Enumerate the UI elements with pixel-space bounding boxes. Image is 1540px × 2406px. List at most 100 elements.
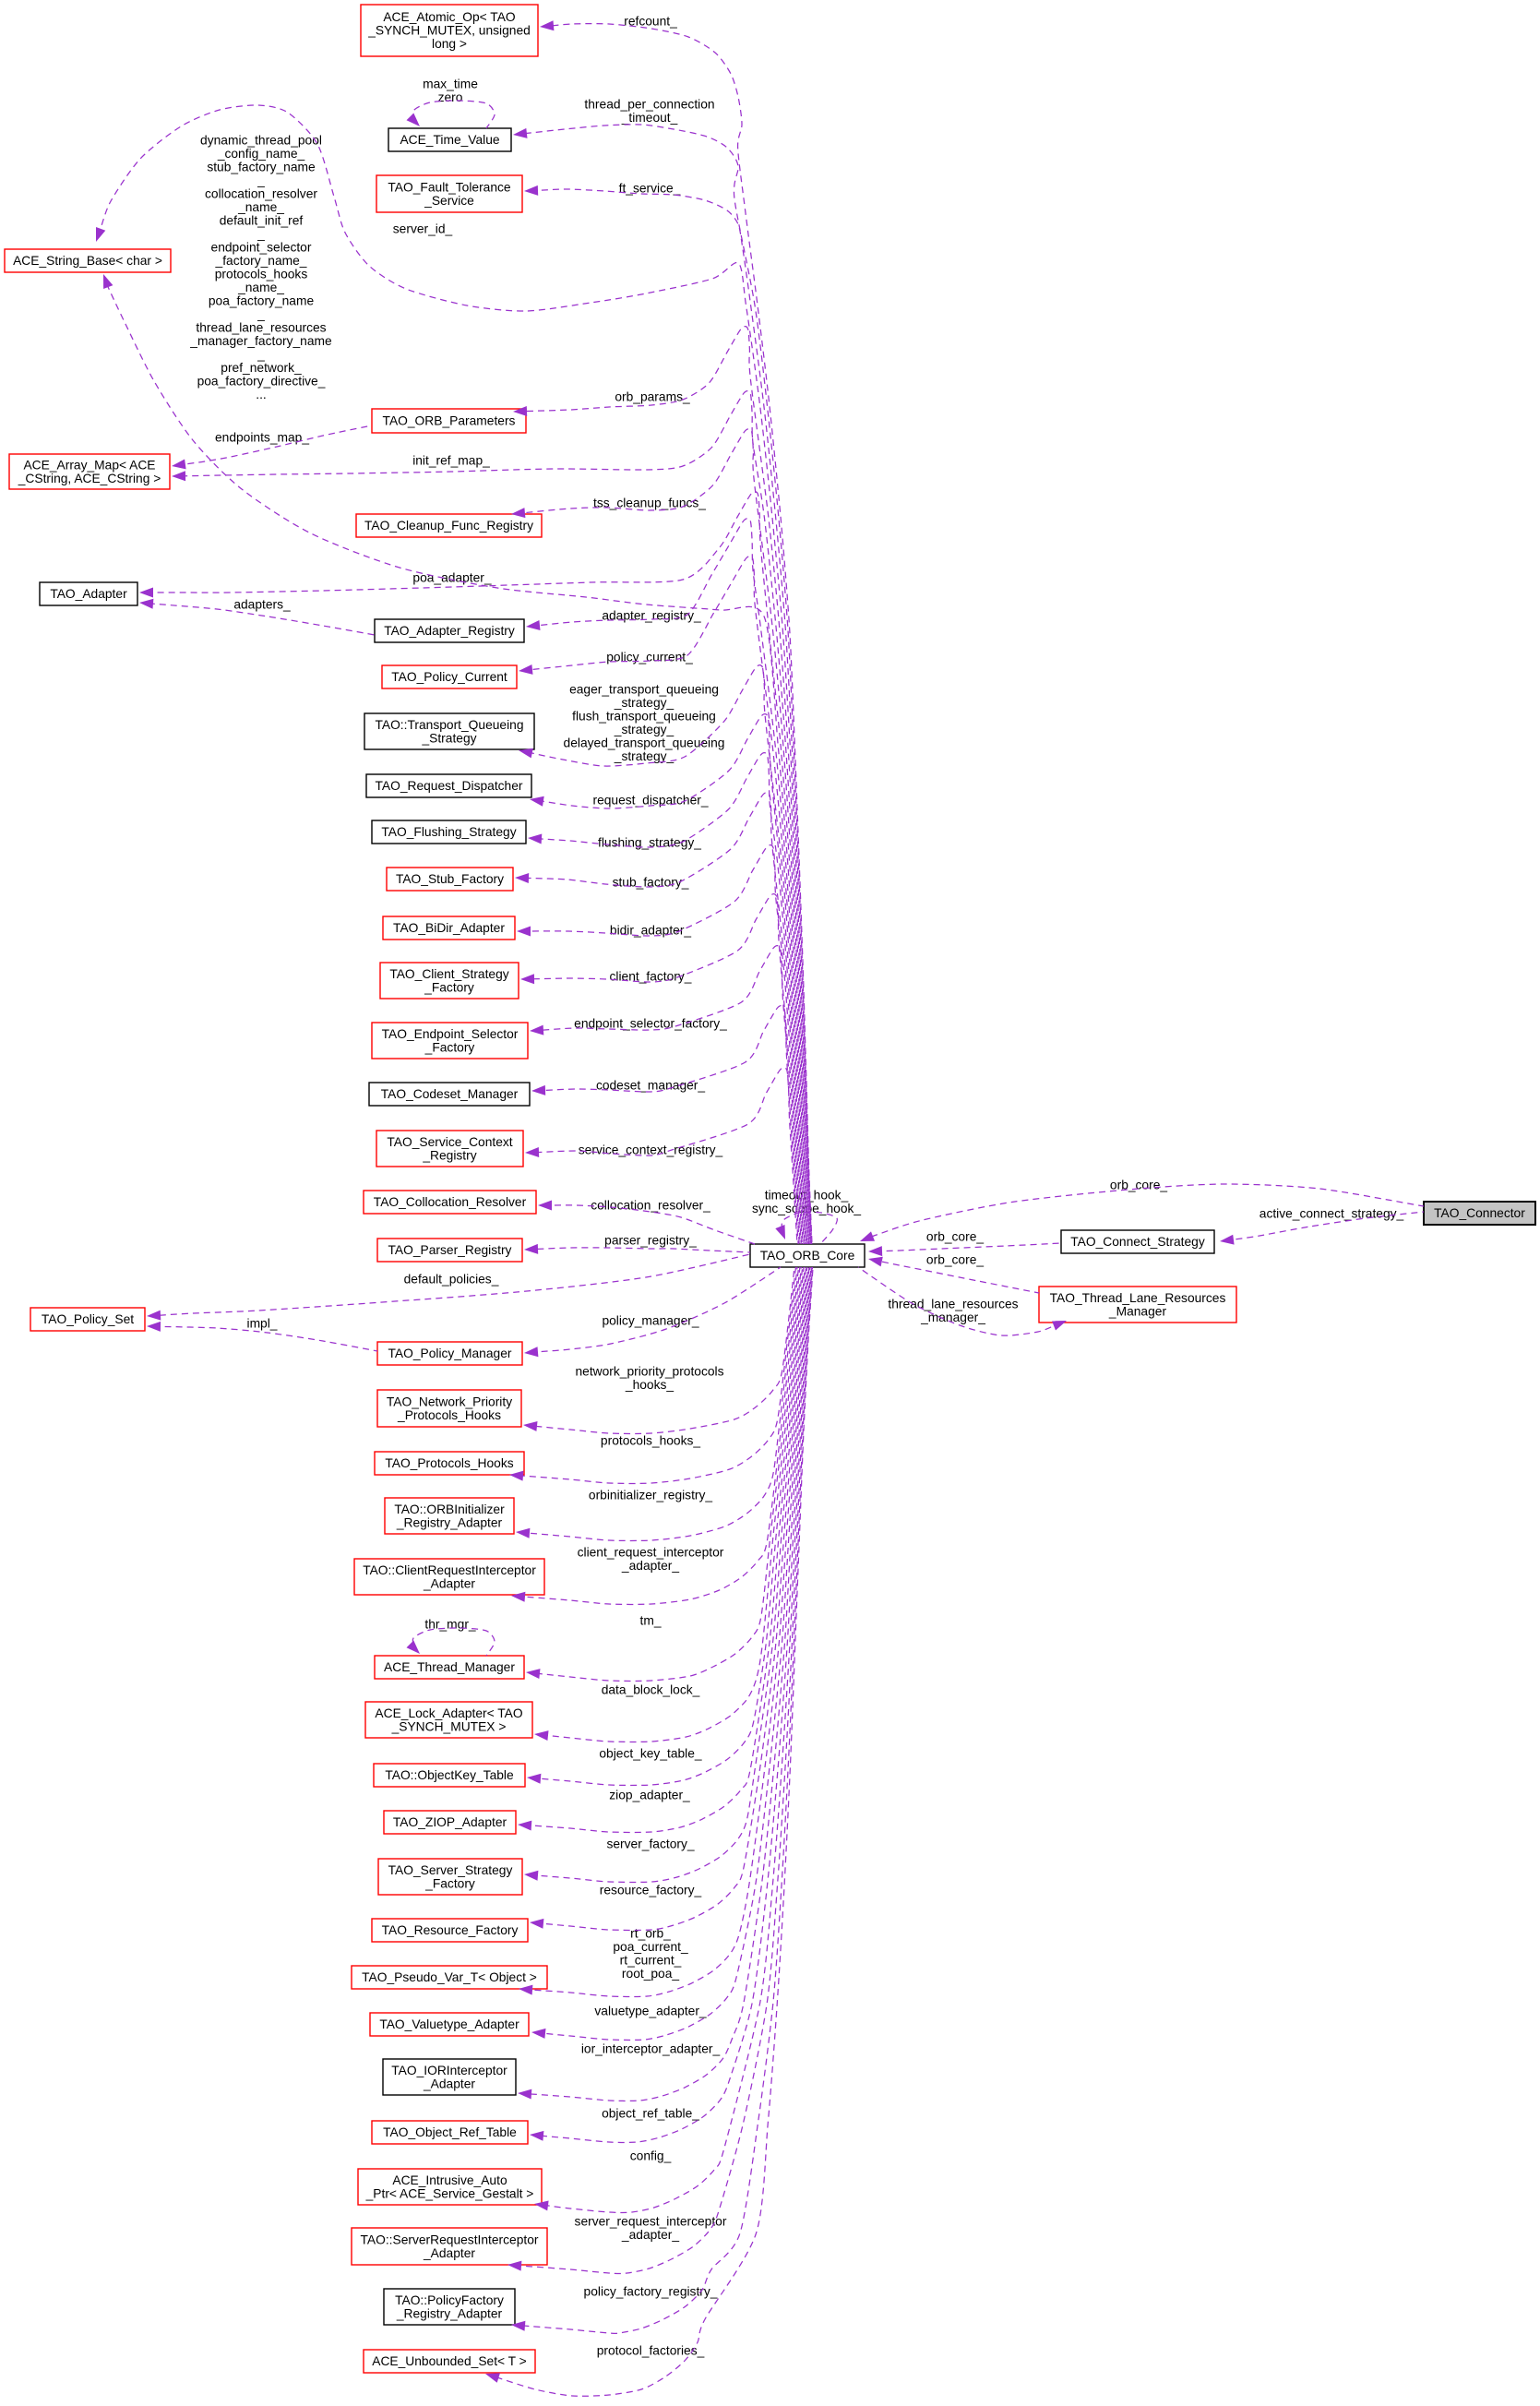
svg-text:protocols_hooks: protocols_hooks xyxy=(215,268,308,281)
svg-text:TAO_Pseudo_Var_T< Object >: TAO_Pseudo_Var_T< Object > xyxy=(362,1970,537,1984)
svg-text:object_ref_table_: object_ref_table_ xyxy=(602,2107,699,2121)
svg-text:_SYNCH_MUTEX >: _SYNCH_MUTEX > xyxy=(391,1719,507,1733)
svg-text:ACE_Atomic_Op< TAO: ACE_Atomic_Op< TAO xyxy=(383,10,516,24)
svg-text:refcount_: refcount_ xyxy=(624,15,677,29)
svg-text:_strategy_: _strategy_ xyxy=(614,749,674,763)
svg-text:TAO_Adapter: TAO_Adapter xyxy=(50,587,127,601)
svg-text:TAO_Thread_Lane_Resources: TAO_Thread_Lane_Resources xyxy=(1050,1291,1226,1305)
svg-text:poa_adapter_: poa_adapter_ xyxy=(412,571,491,585)
svg-text:_: _ xyxy=(257,174,265,187)
svg-text:TAO::PolicyFactory: TAO::PolicyFactory xyxy=(395,2293,504,2307)
svg-text:impl_: impl_ xyxy=(247,1317,278,1331)
svg-text:_manager_factory_name: _manager_factory_name xyxy=(189,334,332,348)
svg-text:delayed_transport_queueing: delayed_transport_queueing xyxy=(564,736,725,750)
svg-text:collocation_resolver_: collocation_resolver_ xyxy=(591,1199,710,1213)
svg-text:valuetype_adapter_: valuetype_adapter_ xyxy=(594,2005,707,2018)
svg-text:TAO::Transport_Queueing: TAO::Transport_Queueing xyxy=(375,718,523,732)
svg-text:orb_core_: orb_core_ xyxy=(926,1253,984,1267)
svg-text:TAO_Connector: TAO_Connector xyxy=(1434,1206,1525,1220)
svg-text:_adapter_: _adapter_ xyxy=(621,2228,679,2242)
svg-text:TAO_Stub_Factory: TAO_Stub_Factory xyxy=(396,872,504,886)
svg-text:thread_lane_resources: thread_lane_resources xyxy=(888,1298,1018,1311)
svg-text:stub_factory_: stub_factory_ xyxy=(613,876,689,890)
svg-text:_Ptr< ACE_Service_Gestalt >: _Ptr< ACE_Service_Gestalt > xyxy=(365,2186,534,2200)
svg-text:bidir_adapter_: bidir_adapter_ xyxy=(610,924,692,938)
svg-text:_config_name_: _config_name_ xyxy=(217,147,305,161)
svg-text:flush_transport_queueing: flush_transport_queueing xyxy=(572,710,716,724)
svg-text:ior_interceptor_adapter_: ior_interceptor_adapter_ xyxy=(581,2042,721,2056)
svg-text:ACE_Unbounded_Set< T >: ACE_Unbounded_Set< T > xyxy=(372,2354,526,2368)
svg-text:ACE_Time_Value: ACE_Time_Value xyxy=(400,133,499,147)
svg-text:TAO_ZIOP_Adapter: TAO_ZIOP_Adapter xyxy=(393,1815,507,1829)
svg-text:client_factory_: client_factory_ xyxy=(610,970,692,984)
svg-text:TAO_Policy_Manager: TAO_Policy_Manager xyxy=(388,1347,512,1360)
svg-text:ziop_adapter_: ziop_adapter_ xyxy=(609,1789,690,1802)
svg-text:TAO_ORB_Core: TAO_ORB_Core xyxy=(760,1249,855,1263)
svg-text:_Registry_Adapter: _Registry_Adapter xyxy=(396,1515,503,1529)
svg-text:TAO_Resource_Factory: TAO_Resource_Factory xyxy=(382,1923,519,1937)
svg-text:TAO_Network_Priority: TAO_Network_Priority xyxy=(387,1395,512,1408)
svg-text:TAO_IORInterceptor: TAO_IORInterceptor xyxy=(391,2064,507,2077)
svg-text:_timeout_: _timeout_ xyxy=(621,111,678,125)
svg-text:TAO_Service_Context: TAO_Service_Context xyxy=(387,1135,512,1149)
svg-text:TAO::ObjectKey_Table: TAO::ObjectKey_Table xyxy=(385,1768,514,1782)
svg-text:poa_factory_name: poa_factory_name xyxy=(209,294,315,308)
svg-text:init_ref_map_: init_ref_map_ xyxy=(412,454,490,468)
svg-text:network_priority_protocols: network_priority_protocols xyxy=(575,1365,723,1379)
svg-text:_factory_name_: _factory_name_ xyxy=(215,254,307,268)
svg-text:stub_factory_name: stub_factory_name xyxy=(207,161,316,174)
svg-text:collocation_resolver: collocation_resolver xyxy=(205,187,317,201)
svg-text:TAO_Server_Strategy: TAO_Server_Strategy xyxy=(388,1863,513,1877)
svg-text:TAO_Valuetype_Adapter: TAO_Valuetype_Adapter xyxy=(379,2017,519,2031)
svg-text:TAO_Fault_Tolerance: TAO_Fault_Tolerance xyxy=(388,180,511,194)
svg-text:_Adapter: _Adapter xyxy=(423,1576,475,1590)
svg-text:TAO_Flushing_Strategy: TAO_Flushing_Strategy xyxy=(381,825,516,839)
svg-text:object_key_table_: object_key_table_ xyxy=(599,1747,702,1761)
svg-text:_SYNCH_MUTEX, unsigned: _SYNCH_MUTEX, unsigned xyxy=(367,24,531,38)
svg-text:thread_lane_resources: thread_lane_resources xyxy=(196,321,326,335)
svg-text:adapter_registry_: adapter_registry_ xyxy=(602,609,701,623)
svg-text:root_poa_: root_poa_ xyxy=(622,1967,679,1981)
svg-text:_Manager: _Manager xyxy=(1108,1304,1167,1318)
svg-text:_Factory: _Factory xyxy=(424,1040,475,1054)
svg-text:ACE_Array_Map< ACE: ACE_Array_Map< ACE xyxy=(23,458,155,472)
svg-text:TAO_BiDir_Adapter: TAO_BiDir_Adapter xyxy=(393,921,505,935)
svg-text:poa_factory_directive_: poa_factory_directive_ xyxy=(197,375,326,389)
svg-text:protocol_factories_: protocol_factories_ xyxy=(597,2344,705,2358)
svg-text:policy_current_: policy_current_ xyxy=(606,651,693,664)
svg-text:orbinitializer_registry_: orbinitializer_registry_ xyxy=(589,1489,713,1502)
svg-text:_name_: _name_ xyxy=(237,281,284,294)
svg-text:endpoint_selector: endpoint_selector xyxy=(211,241,312,255)
svg-text:TAO_Policy_Set: TAO_Policy_Set xyxy=(42,1312,134,1326)
svg-text:_Adapter: _Adapter xyxy=(423,2077,475,2090)
svg-text:data_block_lock_: data_block_lock_ xyxy=(602,1683,700,1697)
svg-text:TAO_Object_Ref_Table: TAO_Object_Ref_Table xyxy=(383,2125,517,2139)
svg-text:config_: config_ xyxy=(630,2149,672,2163)
svg-text:orb_params_: orb_params_ xyxy=(615,390,690,404)
svg-text:TAO::ServerRequestInterceptor: TAO::ServerRequestInterceptor xyxy=(361,2232,539,2246)
svg-text:_Strategy: _Strategy xyxy=(421,731,476,745)
svg-text:_hooks_: _hooks_ xyxy=(625,1378,674,1392)
svg-text:rt_orb_: rt_orb_ xyxy=(630,1927,671,1941)
svg-text:ACE_String_Base< char >: ACE_String_Base< char > xyxy=(13,254,162,268)
svg-text:TAO_Cleanup_Func_Registry: TAO_Cleanup_Func_Registry xyxy=(364,519,533,533)
svg-text:TAO_Endpoint_Selector: TAO_Endpoint_Selector xyxy=(382,1027,519,1041)
svg-text:ft_service_: ft_service_ xyxy=(619,182,681,196)
svg-text:_: _ xyxy=(257,227,265,241)
svg-text:poa_current_: poa_current_ xyxy=(613,1940,688,1954)
svg-text:_name_: _name_ xyxy=(237,200,284,214)
svg-text:_: _ xyxy=(257,348,265,362)
svg-text:ACE_Thread_Manager: ACE_Thread_Manager xyxy=(384,1660,515,1674)
svg-text:_: _ xyxy=(257,307,265,321)
svg-text:long >: long > xyxy=(432,37,467,51)
svg-text:TAO_Adapter_Registry: TAO_Adapter_Registry xyxy=(384,624,515,638)
svg-text:ACE_Lock_Adapter< TAO: ACE_Lock_Adapter< TAO xyxy=(375,1706,522,1720)
svg-text:pref_network_: pref_network_ xyxy=(221,361,302,375)
svg-text:rt_current_: rt_current_ xyxy=(620,1954,682,1968)
svg-text:_Registry: _Registry xyxy=(422,1148,476,1162)
svg-text:default_init_ref: default_init_ref xyxy=(220,214,304,228)
svg-text:_Adapter: _Adapter xyxy=(423,2246,475,2260)
svg-text:TAO_Connect_Strategy: TAO_Connect_Strategy xyxy=(1070,1235,1205,1249)
svg-text:adapters_: adapters_ xyxy=(233,598,291,612)
svg-text:_Service: _Service xyxy=(424,194,474,208)
